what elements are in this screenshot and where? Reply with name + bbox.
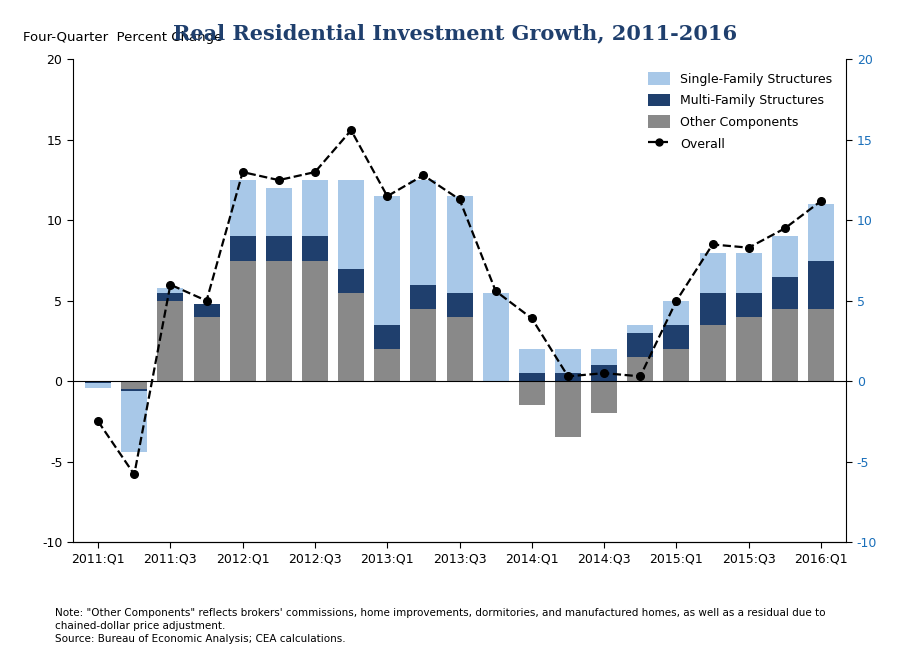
Bar <box>808 309 834 381</box>
Bar <box>194 304 219 317</box>
Bar <box>374 325 400 349</box>
Bar <box>772 276 798 309</box>
Bar <box>302 180 328 237</box>
Bar <box>555 381 581 438</box>
Bar <box>700 253 725 293</box>
Bar <box>592 349 617 365</box>
Bar <box>339 180 364 268</box>
Bar <box>374 196 400 325</box>
Bar <box>302 237 328 260</box>
Bar <box>229 260 256 381</box>
Bar <box>266 237 292 260</box>
Bar <box>772 309 798 381</box>
Text: Four-Quarter  Percent Change: Four-Quarter Percent Change <box>23 30 222 44</box>
Bar <box>194 317 219 381</box>
Legend: Single-Family Structures, Multi-Family Structures, Other Components, Overall: Single-Family Structures, Multi-Family S… <box>644 68 836 155</box>
Bar <box>627 325 653 333</box>
Bar <box>86 381 111 383</box>
Bar <box>121 391 147 452</box>
Bar <box>663 349 690 381</box>
Bar <box>735 317 762 381</box>
Bar <box>772 237 798 276</box>
Bar <box>339 293 364 381</box>
Bar <box>157 301 184 381</box>
Bar <box>266 188 292 237</box>
Bar <box>121 389 147 391</box>
Bar <box>410 309 437 381</box>
Bar <box>157 288 184 293</box>
Bar <box>266 260 292 381</box>
Bar <box>555 373 581 381</box>
Bar <box>519 349 545 373</box>
Bar <box>627 333 653 357</box>
Bar <box>229 180 256 237</box>
Bar <box>700 325 725 381</box>
Bar <box>374 349 400 381</box>
Bar <box>229 237 256 260</box>
Bar <box>663 325 690 349</box>
Text: Note: "Other Components" reflects brokers' commissions, home improvements, dormi: Note: "Other Components" reflects broker… <box>55 608 825 644</box>
Bar <box>519 373 545 381</box>
Bar <box>735 253 762 293</box>
Bar <box>410 180 437 285</box>
Bar <box>482 293 509 381</box>
Bar <box>663 301 690 325</box>
Bar <box>339 268 364 293</box>
Bar <box>735 293 762 317</box>
Bar <box>447 293 472 317</box>
Bar <box>592 365 617 381</box>
Bar <box>86 383 111 387</box>
Bar <box>592 381 617 413</box>
Bar <box>808 204 834 260</box>
Text: Real Residential Investment Growth, 2011-2016: Real Residential Investment Growth, 2011… <box>173 23 737 43</box>
Bar <box>302 260 328 381</box>
Bar <box>157 293 184 301</box>
Bar <box>700 293 725 325</box>
Bar <box>808 260 834 309</box>
Bar <box>555 349 581 373</box>
Bar <box>447 317 472 381</box>
Bar <box>519 381 545 405</box>
Bar <box>410 285 437 309</box>
Bar <box>627 357 653 381</box>
Bar <box>121 381 147 389</box>
Bar <box>447 196 472 293</box>
